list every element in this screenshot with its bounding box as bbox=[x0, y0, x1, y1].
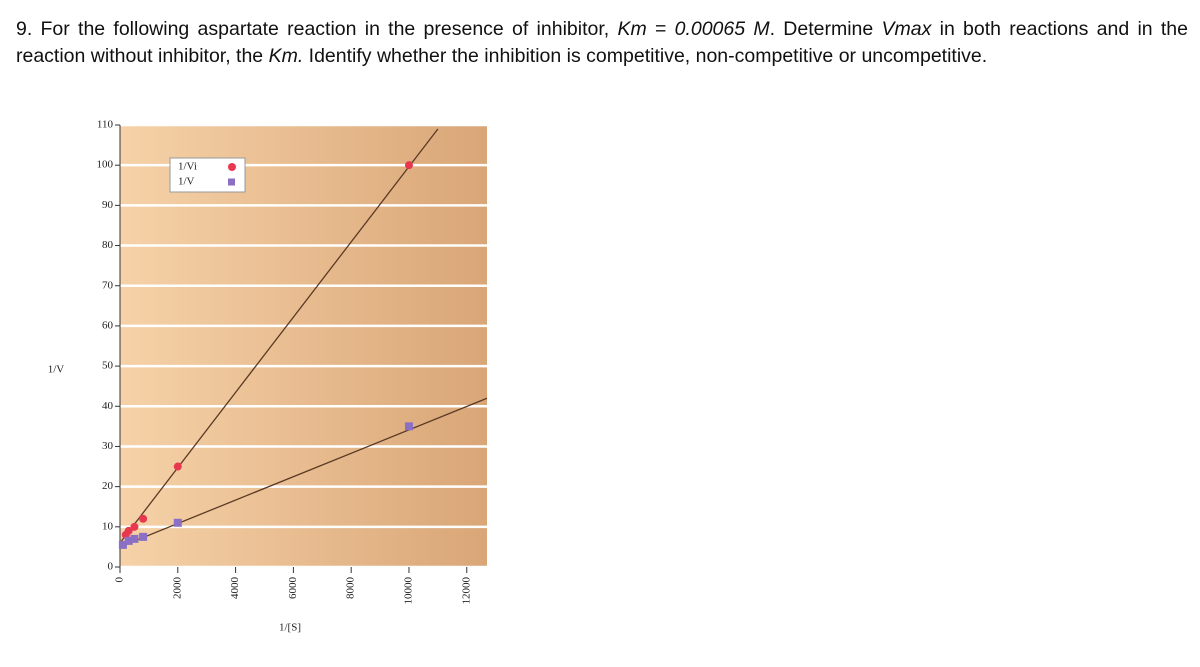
y-tick-label: 60 bbox=[102, 319, 114, 331]
y-tick-label: 20 bbox=[102, 480, 114, 492]
legend-marker bbox=[228, 178, 235, 186]
question-text: Km bbox=[617, 18, 647, 40]
data-point bbox=[130, 534, 139, 543]
trend-line bbox=[119, 128, 439, 544]
x-tick-label: 12000 bbox=[460, 577, 472, 605]
question-text: Km. bbox=[268, 45, 304, 67]
data-point bbox=[139, 532, 148, 541]
question-text: = bbox=[646, 18, 675, 40]
data-point bbox=[404, 161, 413, 170]
data-point bbox=[173, 518, 182, 527]
legend-marker bbox=[228, 163, 236, 171]
data-point bbox=[124, 526, 133, 535]
y-tick-label: 90 bbox=[102, 199, 114, 211]
plot-area bbox=[120, 125, 487, 567]
y-tick-label: 70 bbox=[102, 279, 114, 291]
x-tick-label: 10000 bbox=[403, 577, 415, 605]
y-axis-label: 1/V bbox=[48, 364, 65, 376]
y-tick-label: 110 bbox=[97, 119, 114, 131]
y-tick-label: 0 bbox=[108, 561, 114, 573]
x-tick-label: 4000 bbox=[229, 577, 241, 600]
y-tick-label: 50 bbox=[102, 360, 114, 372]
legend-label: 1/Vi bbox=[178, 161, 197, 173]
x-tick-label: 8000 bbox=[345, 577, 357, 600]
y-tick-label: 30 bbox=[102, 440, 114, 452]
question-text: 0.00065 M bbox=[674, 18, 770, 40]
question-text: Vmax bbox=[881, 18, 932, 40]
x-tick-label: 2000 bbox=[171, 577, 183, 600]
question: 9. For the following aspartate reaction … bbox=[16, 16, 1188, 70]
data-point bbox=[118, 540, 127, 549]
x-axis-label: 1/[S] bbox=[279, 622, 301, 634]
x-tick-label: 0 bbox=[114, 577, 126, 583]
y-tick-label: 10 bbox=[102, 520, 114, 532]
data-point bbox=[130, 522, 139, 531]
data-point bbox=[404, 422, 413, 431]
y-tick-label: 80 bbox=[102, 239, 114, 251]
y-tick-label: 40 bbox=[102, 400, 114, 412]
question-text: . Determine bbox=[769, 18, 882, 40]
question-text: 9. For the following aspartate reaction … bbox=[16, 18, 618, 40]
y-tick-label: 100 bbox=[97, 159, 114, 171]
data-point bbox=[139, 514, 148, 523]
x-tick-label: 6000 bbox=[287, 577, 299, 600]
data-point bbox=[124, 536, 133, 545]
data-point bbox=[173, 462, 182, 471]
legend-label: 1/V bbox=[178, 176, 195, 188]
question-text: in both reactions and in the reaction wi… bbox=[16, 18, 1188, 67]
question-text: Identify whether the inhibition is compe… bbox=[303, 45, 988, 67]
